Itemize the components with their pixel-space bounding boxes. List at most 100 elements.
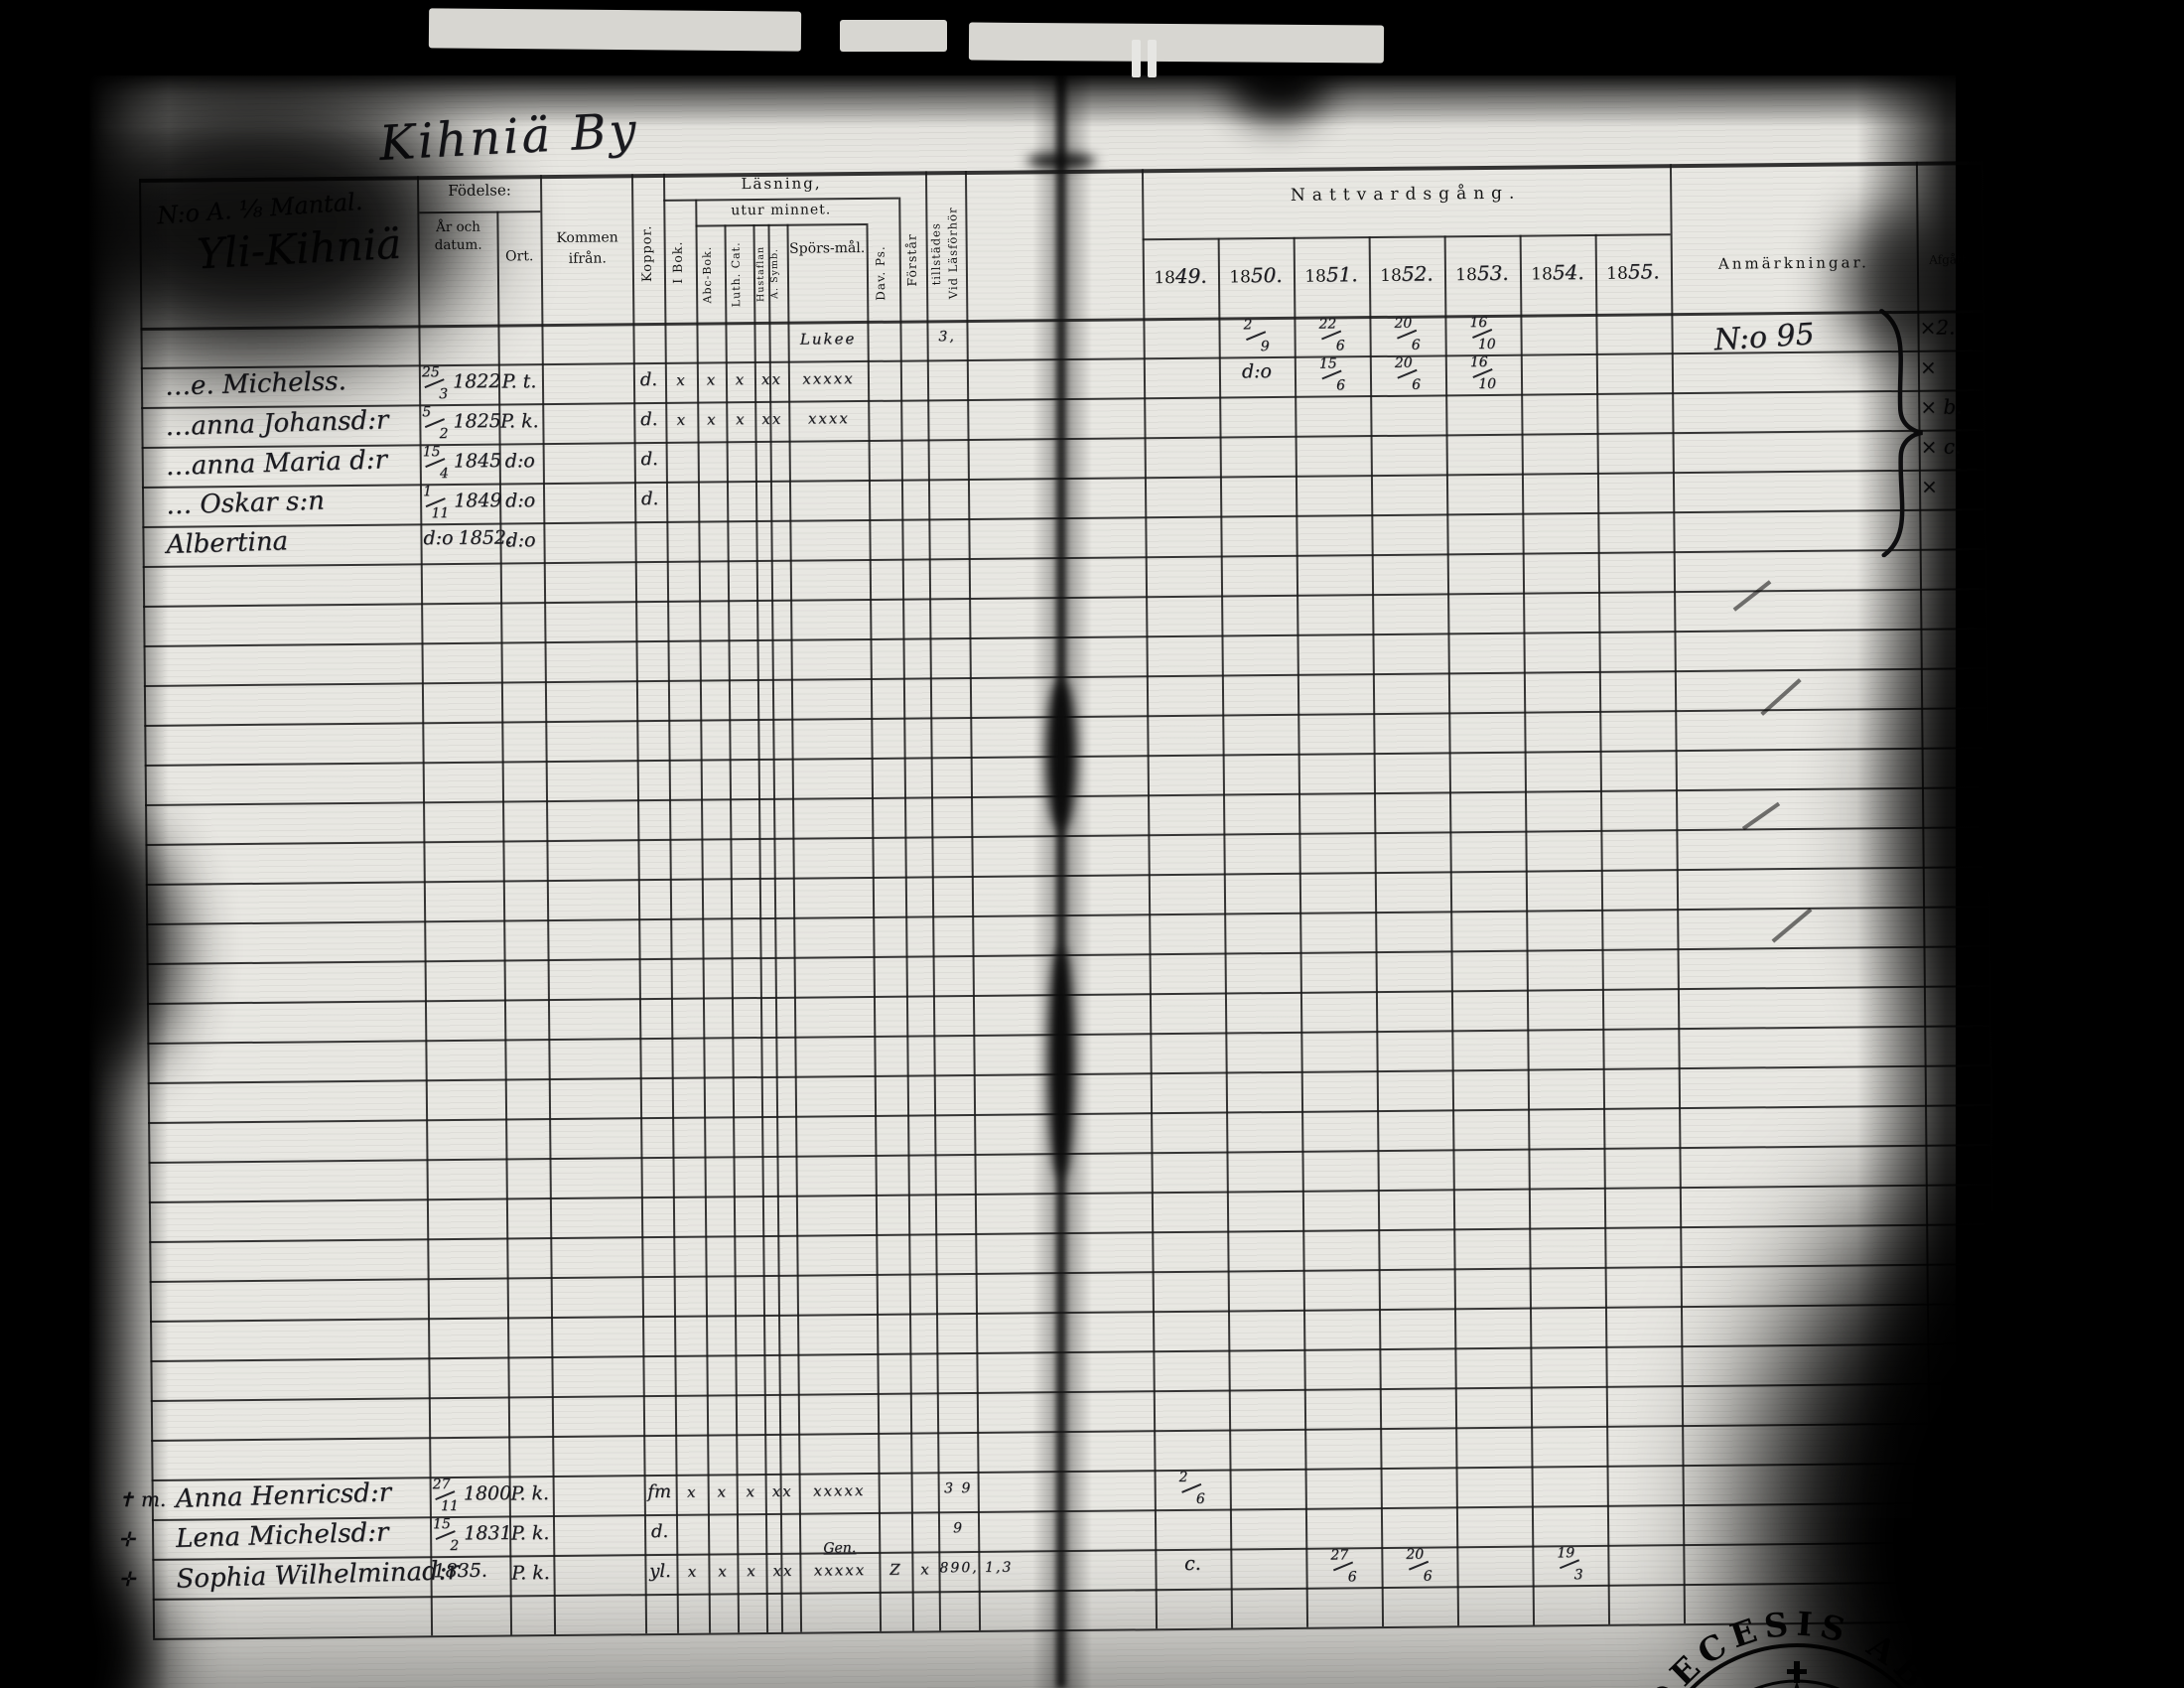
- entry-smallpox-mark: d.: [639, 368, 658, 391]
- entry-communion-date: 15 6: [1318, 355, 1346, 394]
- grid-line: [148, 1144, 1991, 1164]
- grid-line: [145, 826, 1988, 846]
- grid-line: [630, 174, 648, 1634]
- entry-smallpox-mark: d.: [650, 1520, 669, 1543]
- grid-line: [1141, 169, 1159, 1629]
- grid-line: [1368, 236, 1385, 1627]
- grid-line: [767, 223, 784, 1632]
- grid-line: [1594, 233, 1611, 1624]
- entry-birth-place: P. k.: [499, 410, 539, 433]
- grid-line: [866, 222, 883, 1631]
- grid-line: [1142, 233, 1671, 241]
- entry-name: …anna Johansd:r: [164, 405, 389, 443]
- entry-name: Sophia Wilhelminad:r: [176, 1555, 461, 1595]
- entry-birth-place: P. k.: [510, 1522, 550, 1545]
- entry-reading-mark: x: [686, 1482, 698, 1501]
- dark-edge-right-top: [1971, 0, 2184, 715]
- entry-departed-mark: × b.: [1920, 394, 1963, 419]
- grid-line: [140, 310, 1983, 331]
- grid-line: [143, 667, 1986, 687]
- header-nattvardsgang: Nattvardsgång.: [1290, 183, 1522, 206]
- grid-line: [1443, 235, 1460, 1626]
- entry-communion-date: 27 6: [1330, 1547, 1357, 1586]
- grid-line: [149, 1263, 1992, 1283]
- entry-birth-place: P. k.: [510, 1482, 550, 1505]
- page-edge-sliver: [840, 20, 947, 52]
- grid-line: [147, 1025, 1990, 1045]
- entry-name: Albertina: [166, 526, 289, 561]
- entry-departed-mark: × c.: [1920, 434, 1962, 459]
- diocese-stamp: DIOECESIS ABO: [1620, 1604, 1953, 1688]
- entry-communion-date: 22 6: [1318, 316, 1345, 354]
- header-kommen-ifran: Kommen ifrån.: [556, 229, 618, 267]
- entry-communion-date: d:o: [1241, 360, 1273, 383]
- grid-line: [898, 197, 915, 1631]
- entry-reading-mark: x: [676, 370, 687, 389]
- entry-birth-place: P. t.: [501, 370, 537, 393]
- grid-line: [144, 707, 1987, 727]
- entry-reading-mark: x: [920, 1560, 931, 1579]
- grid-line: [151, 1422, 1994, 1442]
- grid-line: [150, 1303, 1992, 1323]
- page-title: Kihniä By: [377, 102, 640, 172]
- entry-reading-mark: 3,: [938, 329, 956, 346]
- entry-communion-date: 20 6: [1394, 354, 1422, 393]
- grid-line: [964, 170, 982, 1630]
- entry-reading-mark: xxxx: [807, 409, 850, 428]
- grid-line: [144, 747, 1987, 767]
- grid-line: [752, 224, 769, 1632]
- entry-reading-mark: xxxxx: [812, 1481, 866, 1500]
- entry-reading-mark: x: [676, 410, 688, 429]
- entry-reading-mark: 9: [953, 1520, 965, 1537]
- entry-departed-mark: ×: [1920, 474, 1938, 498]
- grid-line: [1669, 164, 1687, 1624]
- header-hustaflan: Hustaflan: [754, 245, 767, 303]
- entry-reading-mark: x: [736, 410, 747, 429]
- entry-name: … Oskar s:n: [165, 486, 326, 521]
- grid-line: [143, 588, 1986, 608]
- grid-line: [924, 171, 942, 1631]
- grid-line: [150, 1382, 1993, 1402]
- year-header: 1850.: [1229, 262, 1283, 288]
- header-forstar: Förstår: [903, 232, 920, 287]
- header-koppor: Koppor.: [639, 224, 656, 282]
- header-sporsmal: Spörs-mål.: [789, 239, 866, 257]
- year-header: 1855.: [1606, 259, 1660, 284]
- entry-name: Anna Henricsd:r: [175, 1477, 392, 1514]
- grid-line: [146, 985, 1989, 1005]
- header-ar-och-datum: År och datum.: [434, 218, 482, 253]
- entry-communion-date: 19 3: [1557, 1545, 1583, 1584]
- grid-line: [145, 866, 1988, 886]
- header-a-symb: A. Symb.: [768, 248, 781, 300]
- grid-line: [539, 175, 557, 1635]
- year-header: 1853.: [1455, 260, 1509, 286]
- grid-line: [1980, 161, 1998, 1621]
- grid-line: [724, 224, 741, 1633]
- grid-line: [149, 1223, 1992, 1243]
- entry-birth-place: d:o: [505, 490, 536, 512]
- entry-reading-mark: x: [735, 370, 747, 389]
- grid-line: [142, 508, 1985, 528]
- stamp-church-tower: [1787, 1661, 1807, 1688]
- entry-reading-mark: Lukee: [799, 330, 857, 349]
- grid-line: [148, 1184, 1991, 1203]
- header-ort: Ort.: [505, 248, 534, 265]
- year-header: 1849.: [1154, 263, 1207, 289]
- header-luth-cat: Luth. Cat.: [729, 241, 744, 308]
- entry-reading-mark: xx: [771, 1481, 793, 1500]
- entry-reading-mark: 3 9: [943, 1480, 973, 1497]
- entry-reading-mark: x: [718, 1562, 729, 1581]
- entry-birth-place: P. k.: [511, 1562, 550, 1585]
- entry-reading-mark: xx: [761, 409, 783, 428]
- header-afgatt: Afgått.: [1929, 252, 1971, 267]
- header-utur-minnet: utur minnet.: [731, 202, 832, 219]
- grid-line: [1293, 236, 1309, 1627]
- entry-communion-date: 20 6: [1394, 315, 1421, 353]
- entry-name: Lena Michelsd:r: [175, 1517, 389, 1554]
- header-anmarkningar: Anmärkningar.: [1717, 253, 1869, 273]
- grid-line: [146, 906, 1989, 925]
- entry-communion-date: 20 6: [1406, 1546, 1433, 1585]
- entry-reading-mark: x: [706, 370, 718, 389]
